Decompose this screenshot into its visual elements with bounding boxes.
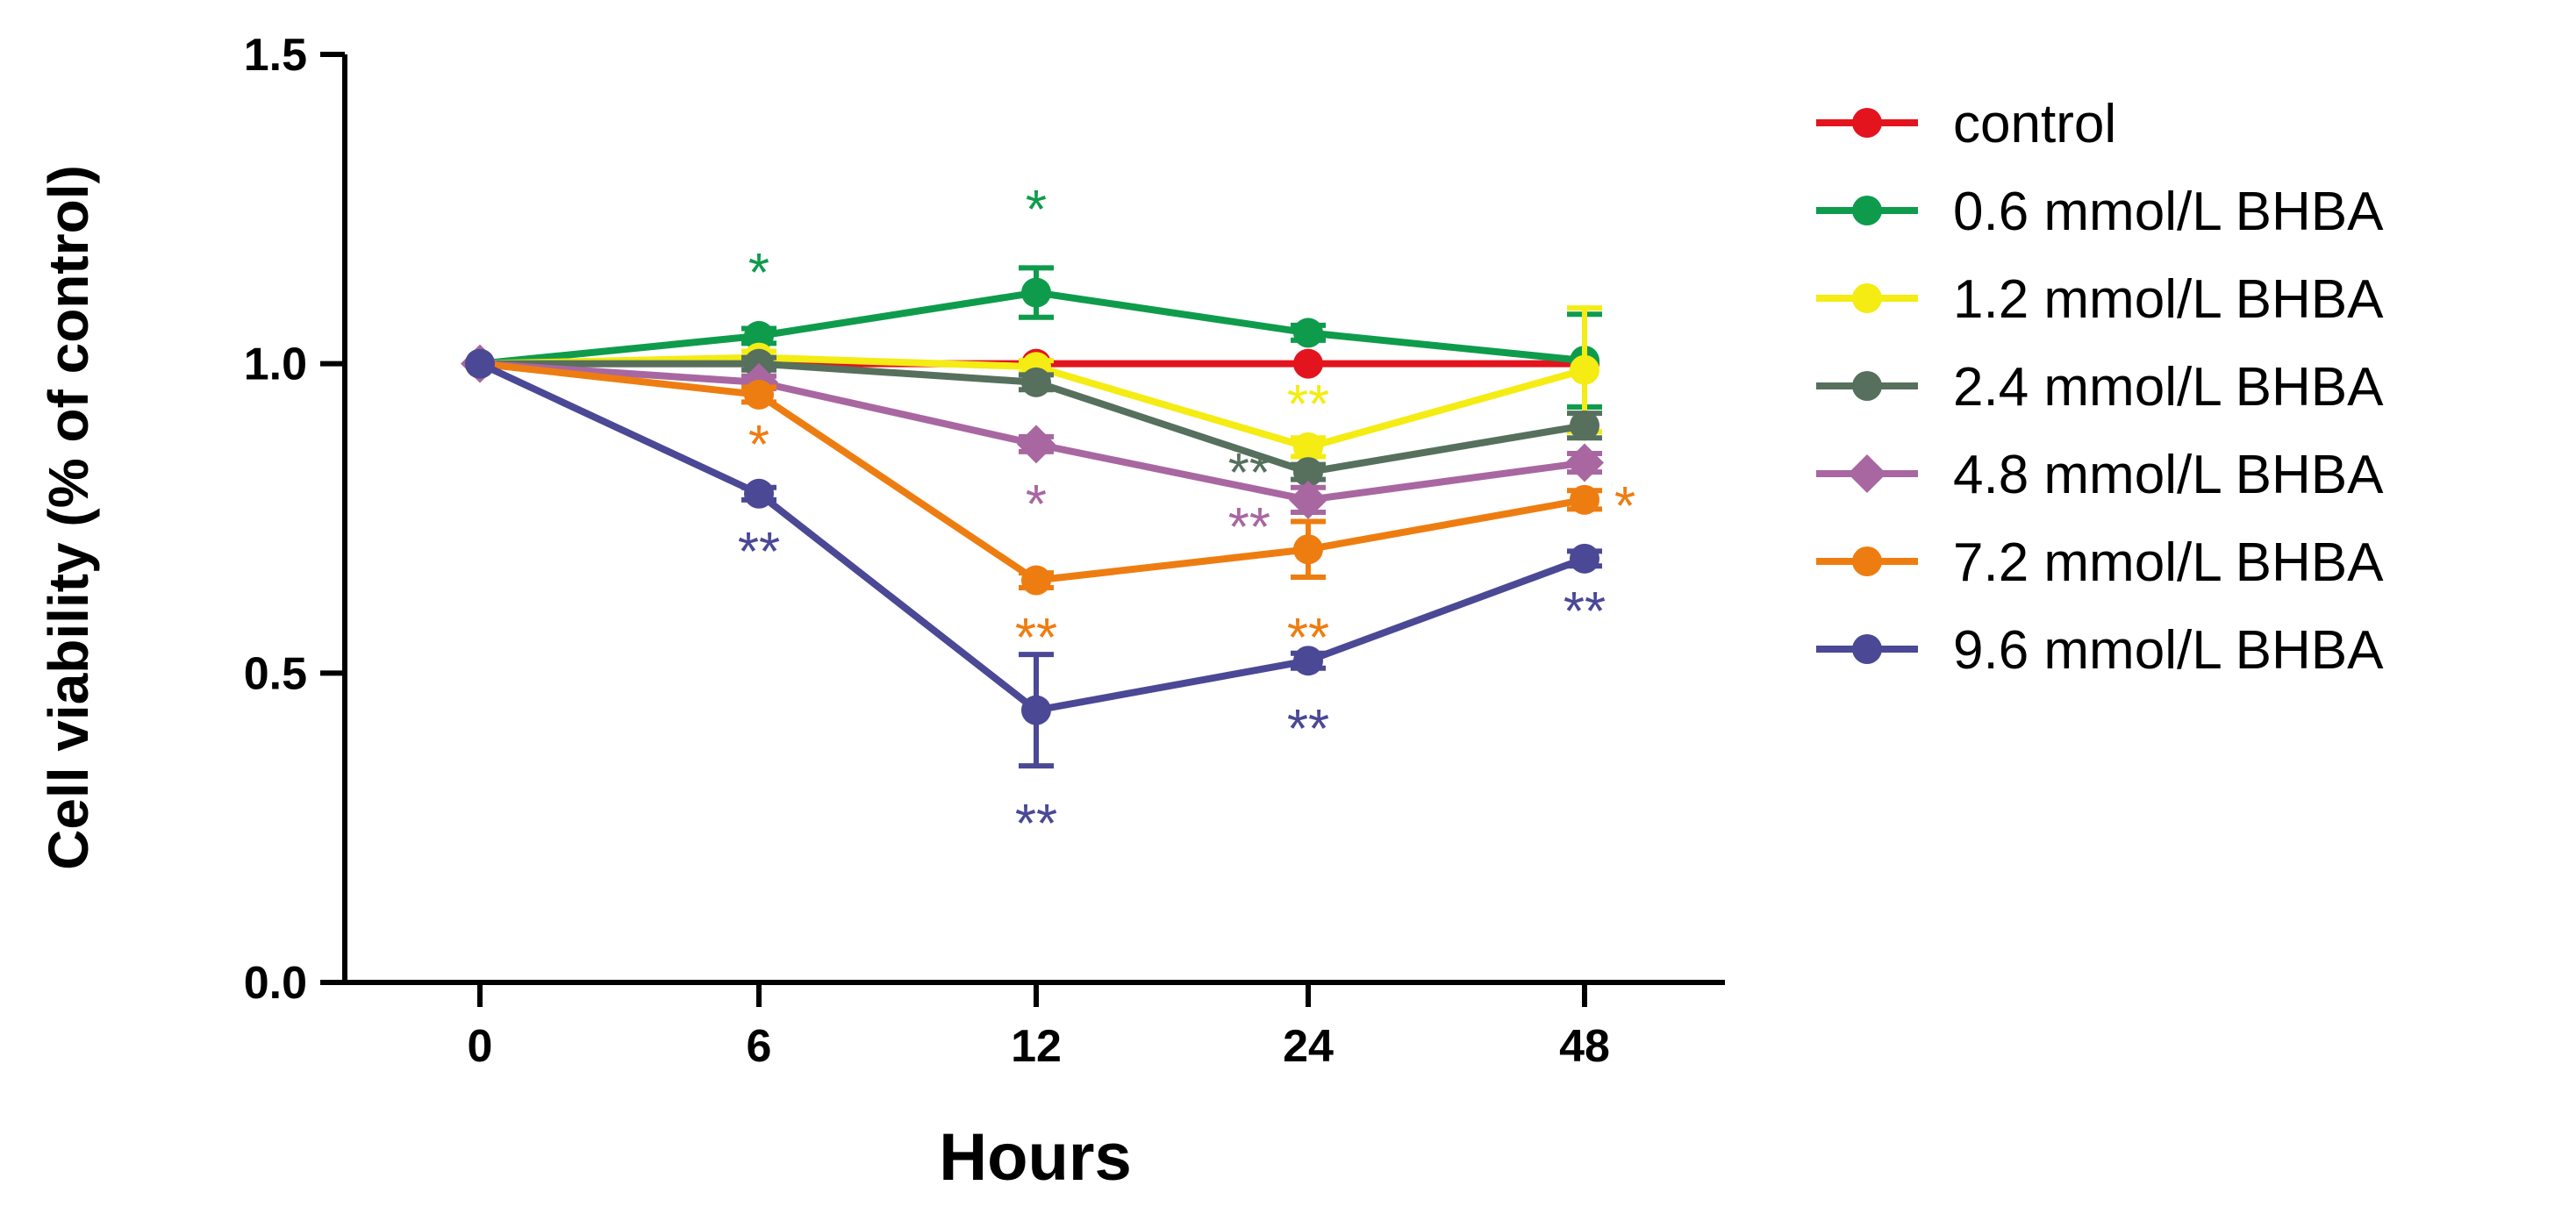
significance-marker: ** [1015, 608, 1057, 668]
legend-label: 2.4 mmol/L BHBA [1953, 357, 2384, 418]
legend-label: 9.6 mmol/L BHBA [1953, 620, 2384, 681]
significance-marker: ** [1228, 497, 1270, 558]
data-point [744, 320, 774, 351]
legend-marker [1852, 546, 1882, 576]
significance-marker: ** [1563, 582, 1606, 642]
legend-label: 4.8 mmol/L BHBA [1953, 445, 2384, 505]
significance-marker: ** [1015, 794, 1057, 854]
data-point [1293, 318, 1323, 348]
y-tick-label: 0.5 [244, 648, 307, 699]
series-3 [465, 348, 1602, 488]
significance-marker: ** [1287, 375, 1329, 435]
legend-label: control [1953, 94, 2116, 154]
x-tick-label: 12 [1011, 1021, 1062, 1072]
data-point [1017, 425, 1055, 464]
legend-item: 4.8 mmol/L BHBA [1816, 445, 2384, 505]
data-point [744, 379, 774, 410]
significance-marker: * [1026, 475, 1047, 535]
series-5 [465, 348, 1602, 596]
significance-marker: * [1026, 180, 1047, 240]
significance-marker: ** [1287, 699, 1329, 760]
data-point [465, 348, 495, 379]
data-point [1289, 480, 1327, 519]
y-tick-label: 1.5 [244, 30, 307, 81]
data-point [1293, 348, 1323, 379]
data-point [1021, 565, 1051, 596]
significance-marker: ** [1228, 443, 1270, 503]
data-point [1570, 484, 1599, 515]
x-tick-label: 24 [1283, 1021, 1334, 1072]
series-layer [461, 265, 1604, 769]
legend: control 0.6 mmol/L BHBA 1.2 mmol/L BHBA 2.4… [1816, 94, 2384, 681]
data-point [1293, 457, 1323, 488]
y-tick-label: 0.0 [244, 958, 307, 1009]
legend-item: 0.6 mmol/L BHBA [1816, 182, 2384, 242]
legend-item: 1.2 mmol/L BHBA [1816, 269, 2384, 330]
legend-label: 0.6 mmol/L BHBA [1953, 182, 2384, 242]
x-tick-label: 6 [747, 1021, 772, 1072]
legend-marker [1852, 283, 1882, 313]
data-point [1570, 543, 1599, 574]
data-point [744, 478, 774, 509]
data-point [1565, 443, 1604, 482]
x-ticks: 0 6 12 24 48 [468, 982, 1610, 1072]
data-point [1570, 354, 1599, 385]
data-point [1293, 534, 1323, 565]
significance-marker: * [1614, 476, 1635, 537]
legend-label: 7.2 mmol/L BHBA [1953, 532, 2384, 593]
y-axis-title: Cell viability (% of control) [37, 165, 100, 870]
y-ticks: 0.0 0.5 1.0 1.5 [244, 30, 345, 1009]
legend-item: 7.2 mmol/L BHBA [1816, 532, 2384, 593]
legend-marker [1852, 196, 1882, 225]
legend-item: 9.6 mmol/L BHBA [1816, 620, 2384, 681]
data-point [1293, 432, 1323, 462]
legend-marker [1848, 454, 1886, 493]
significance-marker: ** [1287, 608, 1329, 668]
series-6 [465, 348, 1602, 769]
x-tick-label: 48 [1559, 1021, 1610, 1072]
legend-label: 1.2 mmol/L BHBA [1953, 269, 2384, 330]
legend-marker [1852, 108, 1882, 138]
legend-item: control [1816, 94, 2116, 154]
significance-marker: * [748, 243, 769, 304]
significance-marker: * [748, 415, 769, 475]
y-tick-label: 1.0 [244, 339, 307, 390]
x-tick-label: 0 [468, 1021, 493, 1072]
significance-marker: ** [738, 522, 780, 582]
x-axis-title: Hours [939, 1120, 1132, 1195]
data-point [1021, 277, 1051, 308]
legend-item: 2.4 mmol/L BHBA [1816, 357, 2384, 418]
data-point [1570, 411, 1599, 441]
data-point [1293, 646, 1323, 676]
data-point [1021, 367, 1051, 397]
series-4 [461, 344, 1604, 519]
significance-layer: ******* ***** *********** [738, 180, 1635, 854]
legend-marker [1852, 371, 1882, 401]
legend-marker [1852, 634, 1882, 664]
data-point [1021, 695, 1051, 725]
